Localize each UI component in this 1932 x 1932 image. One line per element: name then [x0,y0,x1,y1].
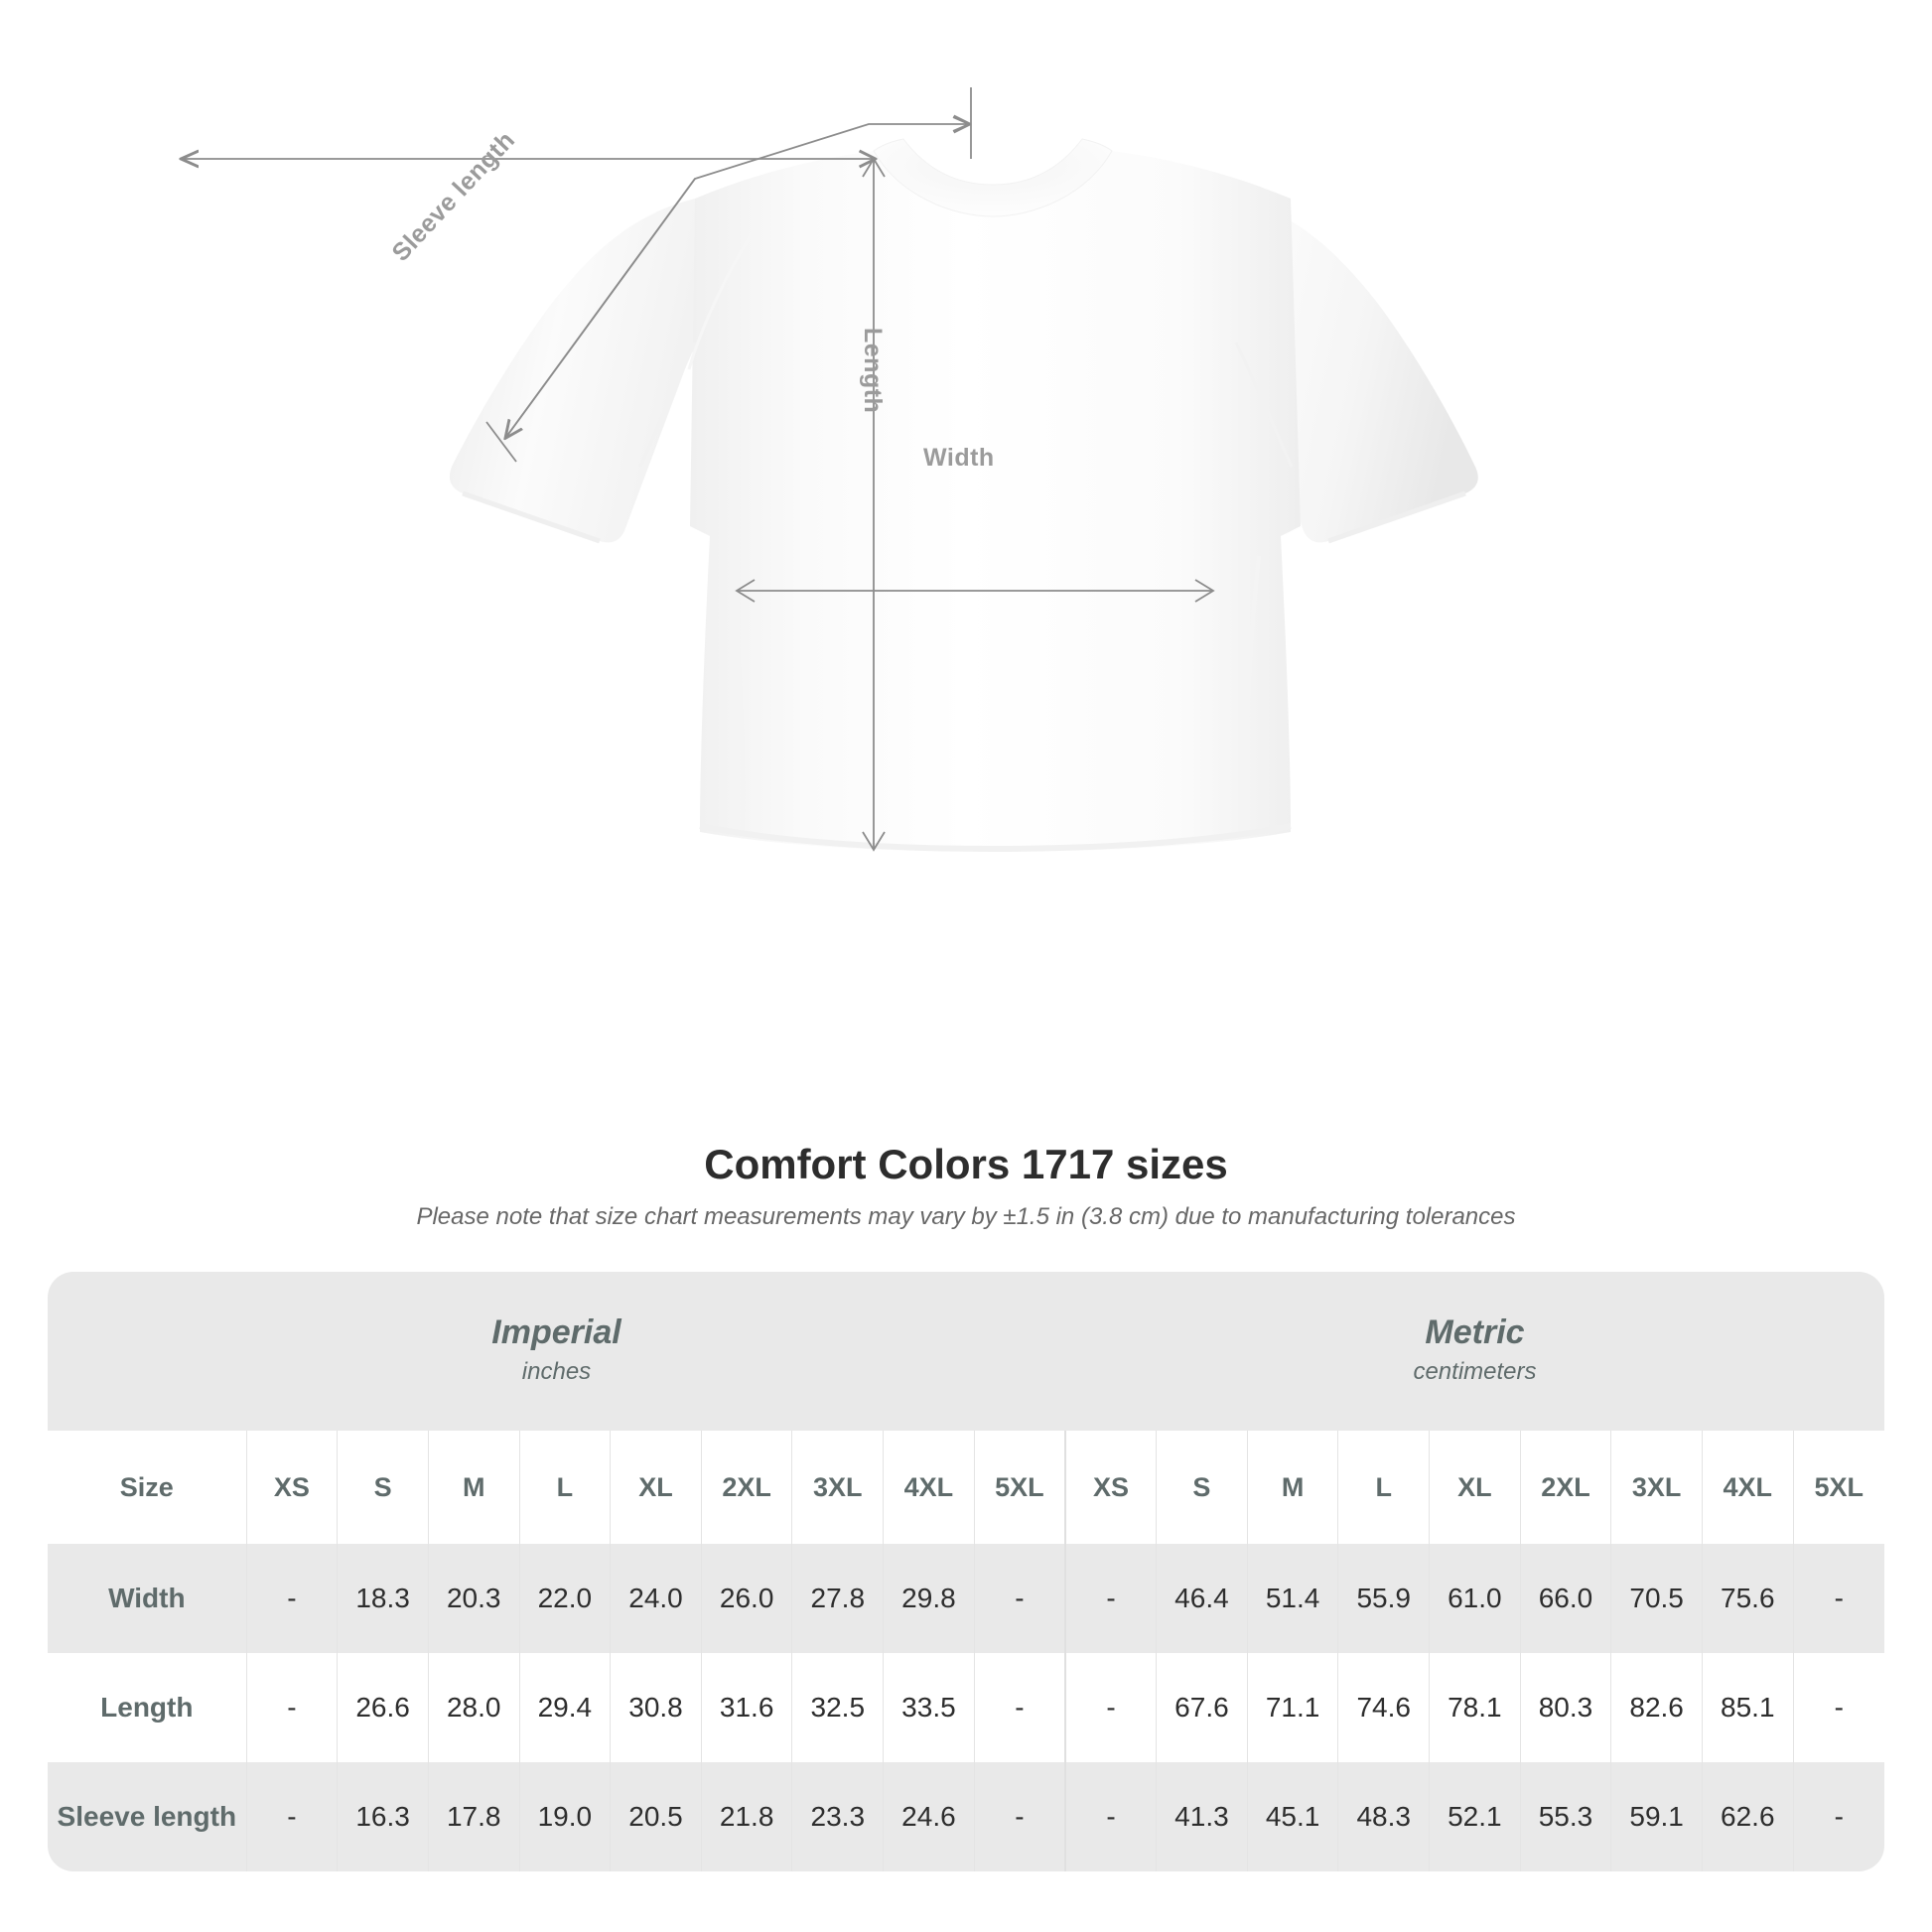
cell-length-metric-XL: 78.1 [1429,1653,1521,1762]
size-header-imperial-S: S [337,1431,429,1544]
unit-name-imperial: Imperial [491,1312,621,1351]
cell-sleeve-length-imperial-2XL: 21.8 [700,1762,792,1871]
cell-sleeve-length-imperial-S: 16.3 [337,1762,429,1871]
cell-width-metric-XL: 61.0 [1429,1544,1521,1653]
size-header-metric-S: S [1156,1431,1248,1544]
cell-width-metric-M: 51.4 [1246,1544,1338,1653]
cell-length-imperial-L: 29.4 [518,1653,611,1762]
cell-length-imperial-5XL: - [973,1653,1065,1762]
length-label: Length [859,328,887,414]
cell-length-metric-3XL: 82.6 [1610,1653,1703,1762]
size-header-imperial-5XL: 5XL [973,1431,1065,1544]
table-row: Width -18.3 20.3 22.0 24.0 26.0 27.8 29.8- -46.4… [48,1544,1884,1653]
size-header-label: Size [48,1431,247,1544]
cell-sleeve-length-imperial-XL: 20.5 [610,1762,702,1871]
row-label-length: Length [48,1653,247,1762]
cell-width-imperial-M: 20.3 [427,1544,520,1653]
tolerance-note: Please note that size chart measurements… [416,1203,1516,1231]
cell-width-metric-5XL: - [1792,1544,1884,1653]
cell-width-metric-3XL: 70.5 [1610,1544,1703,1653]
unit-name-metric: Metric [1425,1312,1525,1351]
cell-length-metric-4XL: 85.1 [1701,1653,1794,1762]
cell-length-imperial-XL: 30.8 [610,1653,702,1762]
tshirt-illustration [0,87,1478,853]
cell-width-imperial-L: 22.0 [518,1544,611,1653]
cell-sleeve-length-metric-3XL: 59.1 [1610,1762,1703,1871]
cell-sleeve-length-imperial-L: 19.0 [518,1762,611,1871]
cell-sleeve-length-imperial-4XL: 24.6 [883,1762,975,1871]
size-header-metric-XL: XL [1429,1431,1521,1544]
size-header-metric-3XL: 3XL [1610,1431,1703,1544]
size-header-row: Size XS S M L XL 2XL 3XL 4XL 5XL XS S M L XL 2XL 3XL 4XL 5… [48,1431,1884,1544]
cell-length-metric-XS: - [1063,1653,1157,1762]
unit-sub-metric: centimeters [1413,1358,1537,1386]
title-block: Comfort Colors 1717 sizes Please note th… [0,1140,1932,1231]
width-label: Width [923,444,995,472]
cell-length-imperial-S: 26.6 [337,1653,429,1762]
size-header-metric-M: M [1246,1431,1338,1544]
width-dimension [735,579,1215,603]
cell-sleeve-length-imperial-5XL: - [973,1762,1065,1871]
cell-sleeve-length-imperial-3XL: 23.3 [791,1762,884,1871]
cell-width-imperial-3XL: 27.8 [791,1544,884,1653]
tshirt-shape [449,138,1478,853]
size-header-imperial-L: L [518,1431,611,1544]
cell-length-imperial-4XL: 33.5 [883,1653,975,1762]
cell-length-imperial-M: 28.0 [427,1653,520,1762]
unit-header-row: Imperial inches Metric centimeters [48,1272,1884,1431]
cell-width-imperial-2XL: 26.0 [700,1544,792,1653]
cell-width-metric-2XL: 66.0 [1519,1544,1611,1653]
cell-length-metric-2XL: 80.3 [1519,1653,1611,1762]
size-header-imperial-XL: XL [610,1431,702,1544]
length-dimension [183,157,886,852]
cell-sleeve-length-metric-XS: - [1063,1762,1157,1871]
size-chart-table-wrap: Imperial inches Metric centimeters Size XS S M L… [48,1272,1884,1871]
cell-sleeve-length-metric-XL: 52.1 [1429,1762,1521,1871]
size-header-metric-L: L [1337,1431,1430,1544]
cell-length-imperial-XS: - [245,1653,338,1762]
cell-sleeve-length-metric-S: 41.3 [1156,1762,1248,1871]
cell-sleeve-length-metric-2XL: 55.3 [1519,1762,1611,1871]
cell-width-metric-S: 46.4 [1156,1544,1248,1653]
cell-length-metric-M: 71.1 [1246,1653,1338,1762]
table-row: Length -26.6 28.0 29.4 30.8 31.6 32.5 33.5- -67.… [48,1653,1884,1762]
size-header-imperial-2XL: 2XL [700,1431,792,1544]
size-header-metric-4XL: 4XL [1701,1431,1794,1544]
row-label-width: Width [48,1544,247,1653]
cell-width-metric-L: 55.9 [1337,1544,1430,1653]
size-header-imperial-3XL: 3XL [791,1431,884,1544]
cell-width-metric-4XL: 75.6 [1701,1544,1794,1653]
cell-width-imperial-5XL: - [973,1544,1065,1653]
cell-sleeve-length-metric-4XL: 62.6 [1701,1762,1794,1871]
size-header-metric-XS: XS [1063,1431,1157,1544]
unit-header-metric: Metric centimeters [1064,1272,1884,1431]
size-chart-table: Imperial inches Metric centimeters Size XS S M L… [48,1272,1884,1871]
cell-length-metric-L: 74.6 [1337,1653,1430,1762]
cell-width-metric-XS: - [1063,1544,1157,1653]
size-header-imperial-XS: XS [245,1431,338,1544]
cell-width-imperial-XS: - [245,1544,338,1653]
cell-length-imperial-2XL: 31.6 [700,1653,792,1762]
size-header-imperial-4XL: 4XL [883,1431,975,1544]
cell-sleeve-length-imperial-XS: - [245,1762,338,1871]
cell-width-imperial-S: 18.3 [337,1544,429,1653]
table-row: Sleeve length -16.3 17.8 19.0 20.5 21.8 23.3 24… [48,1762,1884,1871]
cell-length-metric-5XL: - [1792,1653,1884,1762]
cell-width-imperial-XL: 24.0 [610,1544,702,1653]
cell-length-metric-S: 67.6 [1156,1653,1248,1762]
unit-header-imperial: Imperial inches [48,1272,1065,1431]
cell-sleeve-length-metric-5XL: - [1792,1762,1884,1871]
row-label-sleeve-length: Sleeve length [48,1762,247,1871]
cell-sleeve-length-metric-M: 45.1 [1246,1762,1338,1871]
cell-sleeve-length-metric-L: 48.3 [1337,1762,1430,1871]
cell-width-imperial-4XL: 29.8 [883,1544,975,1653]
cell-sleeve-length-imperial-M: 17.8 [427,1762,520,1871]
cell-length-imperial-3XL: 32.5 [791,1653,884,1762]
unit-sub-imperial: inches [521,1358,592,1386]
size-header-metric-2XL: 2XL [1519,1431,1611,1544]
size-header-metric-5XL: 5XL [1792,1431,1884,1544]
size-header-imperial-M: M [427,1431,520,1544]
page-title: Comfort Colors 1717 sizes [704,1141,1228,1187]
tshirt-diagram: Sleeve length Length Width [0,0,1932,894]
